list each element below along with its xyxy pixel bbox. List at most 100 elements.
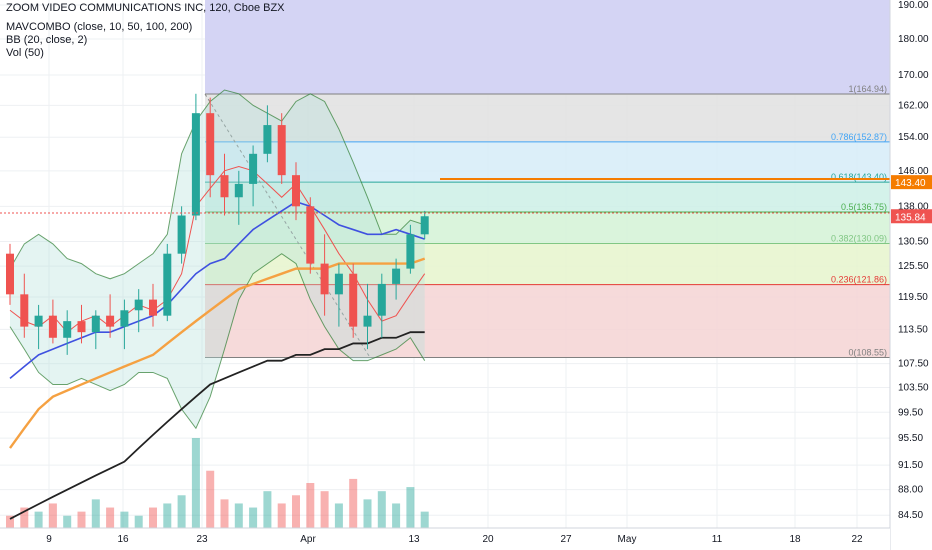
price-tick-label: 84.50 bbox=[898, 510, 923, 521]
indicator-volume[interactable]: Vol (50) bbox=[6, 47, 44, 59]
price-tick-label: 113.50 bbox=[898, 324, 928, 335]
fib-trend-line bbox=[204, 93, 371, 358]
candle-body bbox=[334, 273, 343, 295]
fib-top-zone bbox=[205, 0, 890, 95]
candle-body bbox=[91, 315, 100, 333]
price-tick-label: 138.00 bbox=[898, 201, 929, 212]
time-tick-label: 23 bbox=[196, 534, 208, 545]
candle-body bbox=[120, 310, 129, 327]
time-axis[interactable]: 9 16 23 Apr 13 20 27 May 11 18 22 bbox=[0, 527, 890, 550]
candle-body bbox=[306, 206, 315, 264]
time-tick-label: 27 bbox=[560, 534, 572, 545]
candle-body bbox=[191, 113, 200, 216]
candle-body bbox=[106, 315, 115, 327]
price-tick-label: 95.50 bbox=[898, 433, 923, 444]
volume-bar bbox=[120, 511, 129, 528]
price-badges: 143.40 135.84 bbox=[891, 175, 932, 224]
volume-bar bbox=[306, 483, 315, 528]
price-tick-label: 125.50 bbox=[898, 261, 929, 272]
candle-body bbox=[206, 113, 215, 176]
price-axis-bg bbox=[890, 0, 932, 550]
candle-body bbox=[34, 315, 43, 327]
price-axis[interactable]: 190.00 180.00 170.00 162.00 154.00 146.00 138.… bbox=[889, 0, 932, 550]
volume-bar bbox=[349, 478, 358, 528]
volume-bar bbox=[6, 515, 14, 528]
fib-level-label: 0.786(152.87) bbox=[831, 132, 887, 142]
time-tick-label: 11 bbox=[712, 534, 723, 545]
fib-level-label: 0(108.55) bbox=[848, 347, 887, 357]
ma-line-ma100 bbox=[9, 257, 426, 449]
volume-bar bbox=[363, 499, 372, 528]
fib-zone bbox=[205, 182, 890, 213]
time-tick-label: 9 bbox=[46, 534, 52, 545]
bollinger-bands bbox=[9, 89, 426, 430]
time-axis-bg bbox=[0, 528, 890, 550]
price-tick-label: 88.00 bbox=[898, 485, 923, 496]
volume-bars bbox=[6, 438, 429, 528]
price-tick-label: 130.50 bbox=[898, 237, 929, 248]
candle-body bbox=[363, 315, 372, 327]
fib-level-label: 1(164.94) bbox=[848, 84, 887, 94]
candle-body bbox=[406, 234, 415, 269]
volume-bar bbox=[320, 491, 329, 528]
ma-line-ma200 bbox=[9, 331, 425, 520]
volume-bar bbox=[48, 503, 57, 528]
fib-zone bbox=[205, 284, 890, 358]
candle-body bbox=[320, 263, 329, 295]
volume-bar bbox=[377, 491, 386, 528]
volume-bar bbox=[63, 515, 72, 528]
fibonacci-retracement[interactable]: 1(164.94) 0.786(152.87) 0.618(143.40) 0.5(1… bbox=[204, 0, 890, 358]
volume-bar bbox=[249, 507, 258, 528]
candle-body bbox=[220, 175, 229, 198]
candle-body bbox=[349, 273, 358, 327]
volume-bar bbox=[34, 511, 43, 528]
candle-body bbox=[6, 253, 14, 295]
candlesticks bbox=[6, 93, 429, 355]
volume-bar bbox=[149, 507, 157, 528]
candle-body bbox=[234, 183, 243, 198]
bb-fill bbox=[10, 89, 425, 429]
time-tick-label: 16 bbox=[117, 534, 129, 545]
volume-bar bbox=[334, 503, 343, 528]
candle-body bbox=[420, 216, 429, 235]
candle-body bbox=[48, 315, 57, 338]
fib-zone bbox=[205, 243, 890, 285]
indicator-mavcombo[interactable]: MAVCOMBO (close, 10, 50, 100, 200) bbox=[6, 21, 193, 33]
price-tick-label: 162.00 bbox=[898, 100, 929, 111]
candle-body bbox=[177, 215, 186, 254]
fib-zone bbox=[205, 212, 890, 244]
fib-zone bbox=[205, 94, 890, 142]
alert-price-badge-bg bbox=[891, 175, 932, 190]
time-tick-label: 18 bbox=[789, 534, 801, 545]
candle-body bbox=[63, 321, 72, 338]
volume-bar bbox=[106, 507, 115, 528]
volume-bar bbox=[277, 503, 286, 528]
volume-bar bbox=[177, 495, 186, 528]
time-tick-label: 20 bbox=[482, 534, 494, 545]
fib-level-label: 0.236(121.86) bbox=[831, 275, 887, 285]
fib-level-label: 0.618(143.40) bbox=[831, 172, 887, 182]
price-tick-label: 180.00 bbox=[898, 34, 929, 45]
time-tick-label: Apr bbox=[300, 534, 316, 545]
price-tick-label: 146.00 bbox=[898, 166, 929, 177]
fib-level-label: 0.382(130.09) bbox=[831, 233, 887, 243]
price-tick-label: 154.00 bbox=[898, 132, 929, 143]
fib-zone bbox=[205, 141, 890, 183]
indicator-bb[interactable]: BB (20, close, 2) bbox=[6, 34, 88, 46]
candle-body bbox=[249, 153, 258, 184]
price-tick-label: 99.50 bbox=[898, 407, 923, 418]
volume-bar bbox=[220, 499, 229, 528]
last-price-badge: 135.84 bbox=[895, 212, 926, 223]
price-tick-label: 107.50 bbox=[898, 359, 929, 370]
volume-bar bbox=[420, 511, 429, 528]
volume-bar bbox=[292, 495, 300, 528]
volume-bar bbox=[134, 515, 143, 528]
candle-body bbox=[392, 268, 401, 284]
bb-lower-line bbox=[9, 253, 426, 430]
chart-title: ZOOM VIDEO COMMUNICATIONS INC, 120, Cboe… bbox=[6, 2, 285, 14]
volume-bar bbox=[263, 491, 272, 528]
ma-line-ma50 bbox=[9, 200, 425, 380]
price-tick-label: 190.00 bbox=[898, 0, 929, 11]
